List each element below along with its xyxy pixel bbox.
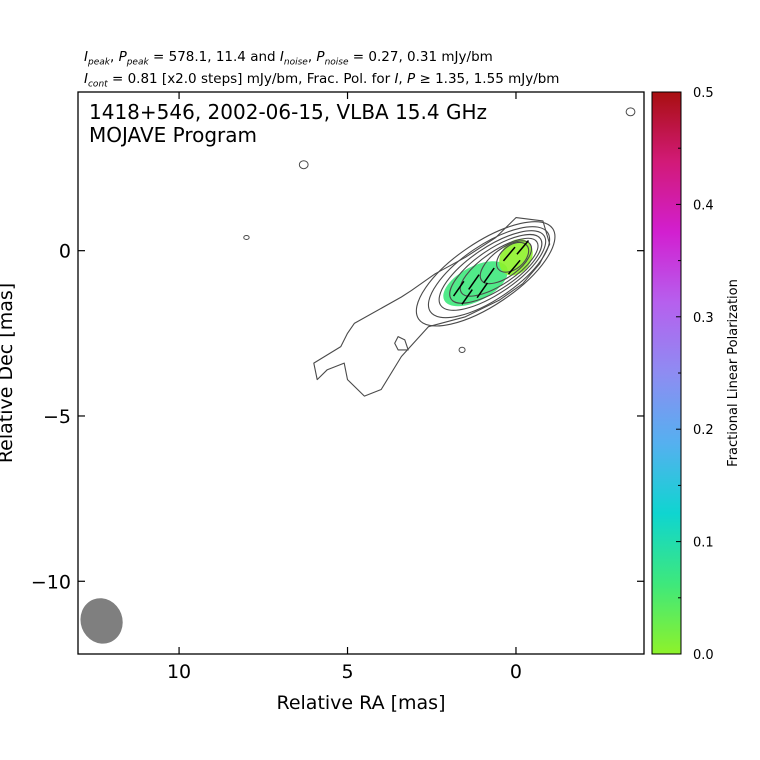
noise-island-2 xyxy=(243,234,250,240)
polarization-threshold: 1.35, 1.55 mJy/bm xyxy=(435,71,560,87)
colorbar-tick-label-2: 0.2 xyxy=(693,423,714,438)
beam-layer xyxy=(80,598,123,644)
contour-layer xyxy=(243,107,636,397)
colorbar-tick-label-3: 0.3 xyxy=(693,311,714,326)
colorbar-tick-label-4: 0.4 xyxy=(693,198,714,213)
noise-values: 0.27, 0.31 mJy/bm xyxy=(368,49,493,65)
contour-text: = 0.81 [x2.0 steps] mJy/bm, Frac. Pol. f… xyxy=(111,71,391,87)
header-line-peak-noise: Ipeak, Ppeak = 578.1, 11.4 and Inoise, P… xyxy=(84,49,493,68)
chart-title-line1: 1418+546, 2002-06-15, VLBA 15.4 GHz xyxy=(89,100,487,124)
y-tick-label-0: 0 xyxy=(59,241,71,263)
intensity-contour-8 xyxy=(479,240,533,285)
noise-island-3 xyxy=(625,107,636,117)
y-tick-label--10: −10 xyxy=(31,571,71,593)
colorbar: 0.0 0.1 0.2 0.3 0.4 0.5 Fractional Linear Pol… xyxy=(651,86,741,663)
evpa-vector-6 xyxy=(502,246,516,262)
intensity-contour-1 xyxy=(313,217,551,397)
colorbar-tick-label-5: 0.5 xyxy=(693,86,714,101)
x-tick-label-5: 5 xyxy=(341,661,353,683)
plot-frame xyxy=(77,91,645,655)
intensity-contour-7 xyxy=(459,237,539,297)
peak-values: 578.1, 11.4 xyxy=(168,49,246,65)
evpa-vector-8 xyxy=(507,259,521,275)
beam-ellipse xyxy=(80,598,123,644)
evpa-vector-7 xyxy=(516,239,530,255)
noise-island-4 xyxy=(458,346,466,354)
header-line-contours: Icont = 0.81 [x2.0 steps] mJy/bm, Frac. … xyxy=(84,71,560,90)
y-tick-label--5: −5 xyxy=(43,406,71,428)
colorbar-gradient xyxy=(651,91,682,655)
plot-area: 10 5 0 0 −5 −10 1418+546, 2002-06-15, VLBA 1… xyxy=(0,91,645,714)
x-tick-label-0: 0 xyxy=(510,661,522,683)
evpa-vector-5 xyxy=(476,282,489,299)
intensity-contour-6 xyxy=(449,233,543,304)
evpa-vector-3 xyxy=(483,267,495,284)
intensity-contour-3 xyxy=(415,221,556,327)
intensity-contour-4 xyxy=(427,226,551,319)
intensity-contour-9 xyxy=(496,241,530,273)
colorbar-ticks: 0.0 0.1 0.2 0.3 0.4 0.5 xyxy=(676,86,714,663)
y-axis-label: Relative Dec [mas] xyxy=(0,283,17,463)
colorbar-label: Fractional Linear Polarization xyxy=(726,279,741,467)
evpa-layer xyxy=(452,239,530,305)
intensity-contour-5 xyxy=(438,230,547,311)
plot-background xyxy=(78,92,644,654)
evpa-vector-2 xyxy=(468,274,480,290)
colorbar-tick-label-0: 0.0 xyxy=(693,648,714,663)
x-axis-ticks: 10 5 0 xyxy=(167,92,522,683)
x-tick-label-10: 10 xyxy=(167,661,191,683)
evpa-vector-1 xyxy=(452,280,465,297)
y-axis-ticks: 0 −5 −10 xyxy=(31,241,644,593)
chart-title-line2: MOJAVE Program xyxy=(89,123,257,147)
intensity-contour-2 xyxy=(394,336,409,351)
x-axis-label: Relative RA [mas] xyxy=(276,692,445,714)
evpa-vector-4 xyxy=(461,289,473,305)
noise-island-1 xyxy=(298,160,309,170)
polarization-region-2 xyxy=(499,239,533,276)
colorbar-tick-label-1: 0.1 xyxy=(693,536,714,551)
